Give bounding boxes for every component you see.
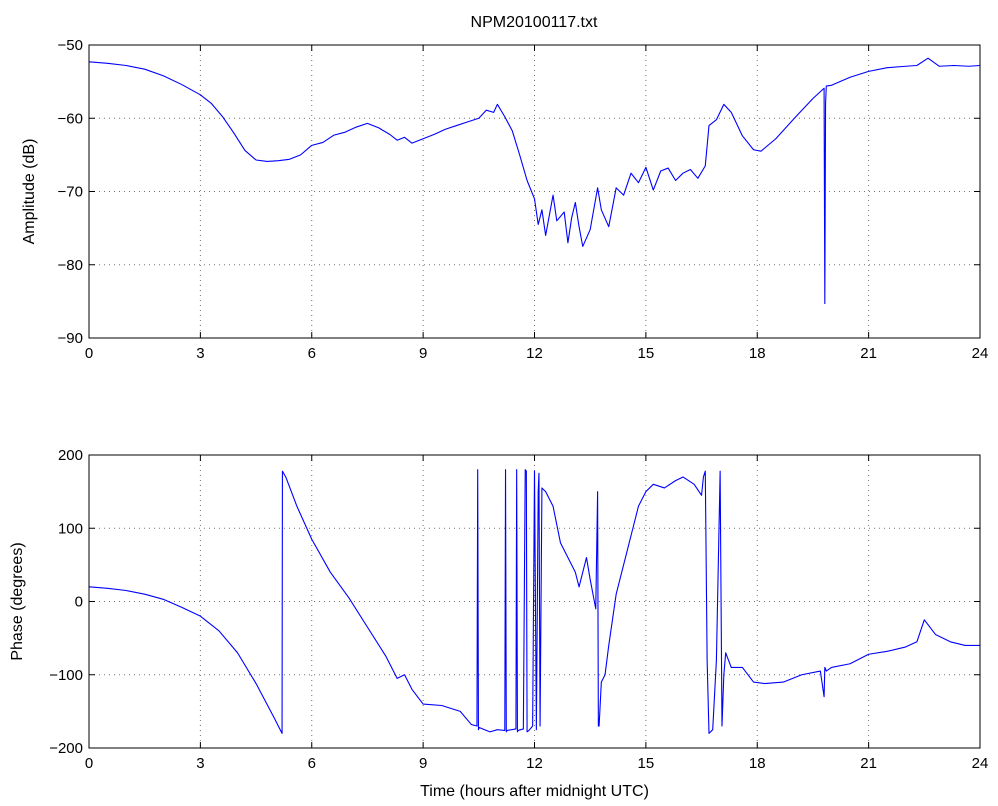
phase-x-axis-label: Time (hours after midnight UTC): [420, 783, 649, 800]
amplitude-y-tick-label: −80: [58, 257, 83, 274]
amplitude-x-tick-label: 18: [749, 345, 766, 362]
amplitude-x-tick-label: 3: [196, 345, 204, 362]
phase-x-tick-label: 6: [308, 755, 316, 772]
phase-x-tick-label: 0: [85, 755, 93, 772]
amplitude-x-tick-label: 15: [638, 345, 655, 362]
amplitude-y-tick-label: −70: [58, 184, 83, 201]
phase-plot: 0 3 6 9 12 15 18 21 24 −200 −100 0 100 200 Phase (degr…: [9, 447, 988, 800]
phase-x-tick-label: 15: [638, 755, 655, 772]
phase-x-tick-label: 12: [526, 755, 543, 772]
phase-y-tick-label: −100: [49, 667, 83, 684]
phase-y-tick-label: 100: [58, 520, 83, 537]
amplitude-y-tick-label: −90: [58, 330, 83, 347]
amplitude-x-tick-label: 0: [85, 345, 93, 362]
phase-x-tick-label: 21: [860, 755, 877, 772]
amplitude-y-tick-label: −60: [58, 110, 83, 127]
amplitude-y-axis-label: Amplitude (dB): [21, 139, 38, 245]
figure-title: NPM20100117.txt: [471, 14, 598, 31]
amplitude-x-tick-label: 21: [860, 345, 877, 362]
amplitude-plot: 0 3 6 9 12 15 18 21 24 −90 −80 −70 −60 −50 Amplitude (…: [21, 37, 988, 362]
amplitude-x-tick-label: 12: [526, 345, 543, 362]
phase-y-tick-label: −200: [49, 740, 83, 757]
phase-x-tick-label: 9: [419, 755, 427, 772]
amplitude-x-tick-label: 9: [419, 345, 427, 362]
amplitude-x-tick-label: 6: [308, 345, 316, 362]
phase-x-tick-label: 18: [749, 755, 766, 772]
amplitude-x-tick-label: 24: [972, 345, 989, 362]
phase-x-tick-label: 24: [972, 755, 989, 772]
phase-y-tick-label: 0: [75, 594, 83, 611]
phase-series-line: [88, 469, 980, 734]
amplitude-y-tick-label: −50: [58, 37, 83, 54]
amplitude-series-line: [88, 57, 981, 305]
phase-x-tick-label: 3: [196, 755, 204, 772]
phase-y-axis-label: Phase (degrees): [9, 542, 26, 660]
phase-y-tick-label: 200: [58, 447, 83, 464]
